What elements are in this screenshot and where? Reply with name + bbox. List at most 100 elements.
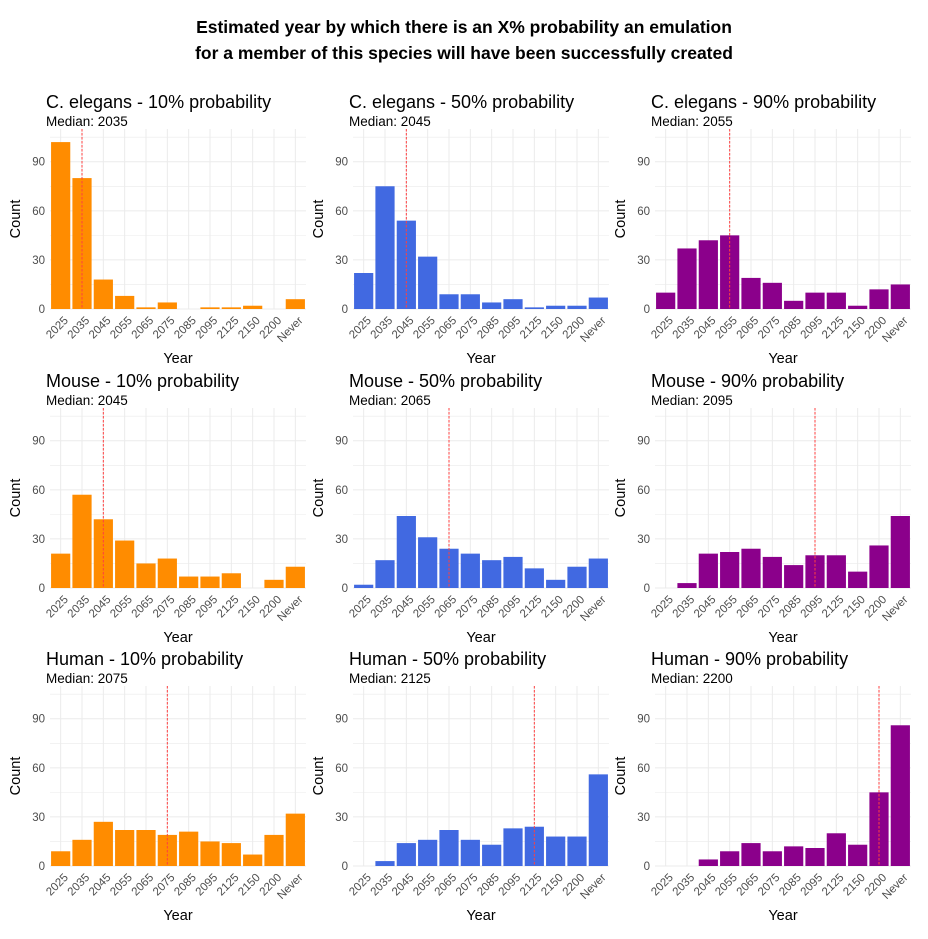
- bar: [524, 568, 544, 588]
- x-tick-label: 2150: [841, 872, 868, 899]
- bar: [588, 774, 608, 866]
- figure-title-line-2: for a member of this species will have b…: [195, 43, 733, 63]
- x-tick-label: 2150: [841, 315, 868, 342]
- panel-title: Mouse - 50% probability: [349, 371, 543, 391]
- x-tick-label: 2055: [713, 594, 740, 621]
- bar: [482, 844, 502, 866]
- bar-chart: 0306090202520352045205520652075208520952…: [311, 129, 609, 367]
- y-tick-label: 60: [335, 485, 348, 497]
- bar: [418, 256, 438, 309]
- bar: [115, 540, 135, 588]
- x-axis-label: Year: [466, 630, 495, 646]
- x-tick-label: 2085: [172, 872, 199, 899]
- bar-chart: 0306090202520352045205520652075208520952…: [613, 408, 911, 646]
- bar: [460, 294, 480, 309]
- y-tick-label: 0: [342, 861, 348, 873]
- bar: [51, 142, 71, 309]
- bar-chart: 0306090202520352045205520652075208520952…: [8, 686, 306, 924]
- bar: [460, 553, 480, 588]
- bar: [588, 558, 608, 588]
- y-axis-label: Count: [311, 200, 327, 239]
- panel-subtitle: Median: 2065: [349, 393, 431, 408]
- x-tick-label: 2055: [108, 872, 135, 899]
- y-tick-label: 90: [637, 436, 650, 448]
- bar: [439, 294, 459, 309]
- panel-subtitle: Median: 2055: [651, 114, 733, 129]
- x-tick-label: 2085: [475, 594, 502, 621]
- y-tick-label: 60: [335, 763, 348, 775]
- x-tick-label: 2055: [411, 315, 438, 342]
- panel-subtitle: Median: 2125: [349, 671, 431, 686]
- x-tick-label: 2035: [66, 594, 93, 621]
- bar: [285, 813, 305, 866]
- bar: [51, 851, 71, 866]
- panel-title: Mouse - 90% probability: [651, 371, 845, 391]
- bar: [396, 843, 416, 866]
- bar: [264, 579, 284, 588]
- bar: [890, 516, 910, 588]
- x-tick-label: 2035: [671, 594, 698, 621]
- bar: [720, 235, 740, 309]
- x-tick-label: 2125: [820, 594, 847, 621]
- x-axis-label: Year: [163, 908, 192, 924]
- y-tick-label: 90: [32, 157, 45, 169]
- y-tick-label: 90: [335, 157, 348, 169]
- bar: [221, 843, 241, 866]
- bar: [784, 846, 804, 866]
- bar: [115, 295, 135, 309]
- figure-title: Estimated year by which there is an X% p…: [0, 14, 928, 66]
- y-tick-label: 30: [637, 812, 650, 824]
- x-tick-label: 2065: [130, 872, 157, 899]
- y-tick-label: 60: [637, 763, 650, 775]
- bar: [482, 560, 502, 588]
- x-tick-label: 2075: [151, 315, 178, 342]
- bar: [869, 792, 889, 866]
- x-tick-label: 2045: [87, 594, 114, 621]
- figure-title-line-1: Estimated year by which there is an X% p…: [196, 17, 732, 37]
- bar: [826, 555, 846, 588]
- y-axis-label: Count: [311, 757, 327, 796]
- chart-panel: Human - 50% probability Median: 2125 0 30 60…: [311, 649, 641, 928]
- x-tick-label: 2095: [799, 315, 826, 342]
- bar: [784, 300, 804, 309]
- x-tick-label: 2150: [539, 872, 566, 899]
- x-axis-label: Year: [466, 908, 495, 924]
- x-tick-label: 2065: [735, 315, 762, 342]
- bar: [805, 848, 825, 866]
- panel-subtitle: Median: 2035: [46, 114, 128, 129]
- y-tick-label: 30: [335, 255, 348, 267]
- x-tick-label: 2075: [454, 594, 481, 621]
- chart-panel: Mouse - 90% probability Median: 2095 0 30 60…: [613, 371, 928, 650]
- y-tick-label: 90: [637, 157, 650, 169]
- x-tick-label: 2125: [820, 872, 847, 899]
- bar: [264, 834, 284, 866]
- bar: [93, 279, 113, 309]
- x-tick-label: 2075: [454, 315, 481, 342]
- panel-title: Human - 10% probability: [46, 649, 244, 669]
- y-axis-label: Count: [8, 479, 24, 518]
- bar: [805, 292, 825, 309]
- bar: [546, 305, 566, 309]
- panel-subtitle: Median: 2075: [46, 671, 128, 686]
- bar: [136, 307, 156, 309]
- y-tick-label: 0: [342, 583, 348, 595]
- bar: [720, 851, 740, 866]
- bar: [805, 555, 825, 588]
- y-tick-label: 90: [32, 714, 45, 726]
- x-tick-label: 2150: [236, 594, 263, 621]
- y-tick-label: 0: [39, 583, 45, 595]
- bar-chart: 0306090202520352045205520652075208520952…: [8, 408, 306, 646]
- bar: [157, 302, 177, 309]
- x-tick-label: 2150: [539, 315, 566, 342]
- x-tick-label: 2045: [87, 315, 114, 342]
- x-tick-label: 2085: [777, 315, 804, 342]
- x-tick-label: 2025: [44, 872, 71, 899]
- panel-subtitle: Median: 2045: [349, 114, 431, 129]
- x-tick-label: 2035: [369, 594, 396, 621]
- y-tick-label: 90: [335, 714, 348, 726]
- y-tick-label: 30: [32, 812, 45, 824]
- bar-chart: 0306090202520352045205520652075208520952…: [8, 129, 306, 367]
- y-tick-label: 0: [644, 583, 650, 595]
- x-tick-label: 2035: [66, 872, 93, 899]
- bar: [826, 292, 846, 309]
